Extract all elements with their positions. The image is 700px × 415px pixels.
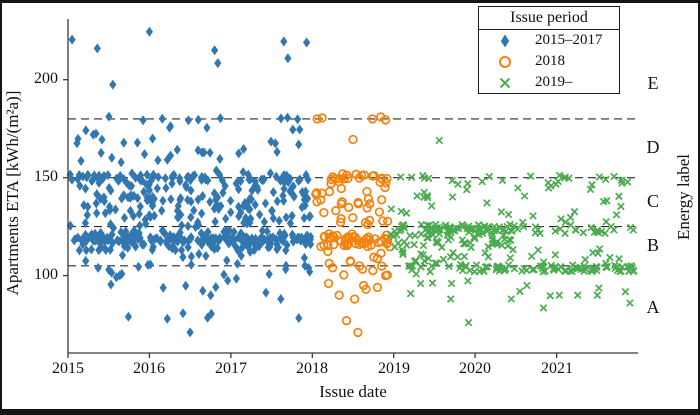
xtick-2015: 2015 (52, 360, 84, 377)
legend-separator (479, 29, 619, 30)
energy-label-D: D (646, 137, 660, 157)
legend-title: Issue period (510, 9, 588, 26)
right-axis-label: Energy label (674, 153, 693, 241)
axes-spines (67, 19, 638, 354)
energy-label-C: C (646, 191, 659, 211)
diamond-marker-icon (500, 34, 510, 47)
legend-label: 2015–2017 (535, 32, 603, 48)
series-2019– (386, 136, 638, 327)
xtick-2017: 2017 (215, 360, 247, 377)
x-marker-icon (499, 77, 511, 88)
legend-label: 2018 (535, 53, 565, 69)
legend-entry-2018: 2018 (479, 51, 619, 72)
legend-entry-2019: 2019– (479, 72, 619, 93)
legend-label: 2019– (535, 74, 573, 90)
xtick-2021: 2021 (541, 360, 573, 377)
window-border-right (698, 0, 700, 415)
x-axis-label: Issue date (319, 382, 387, 401)
energy-label-A: A (646, 297, 660, 317)
legend-entry-2015-2017: 2015–2017 (479, 30, 619, 51)
window-border-bottom (0, 409, 700, 415)
ytick-150: 150 (34, 168, 58, 185)
window-border-top (0, 0, 700, 3)
ytick-200: 200 (34, 70, 58, 87)
circle-marker-icon (499, 55, 511, 68)
xtick-2016: 2016 (133, 360, 165, 377)
xtick-2018: 2018 (296, 360, 328, 377)
energy-label-B: B (646, 235, 659, 255)
series-2015–2017 (66, 26, 315, 338)
xtick-2020: 2020 (459, 360, 491, 377)
series-2018 (311, 112, 395, 338)
tick-marks (63, 79, 558, 358)
window-border-left (0, 0, 2, 415)
xtick-2019: 2019 (378, 360, 410, 377)
energy-label-E: E (647, 73, 659, 93)
ytick-100: 100 (34, 266, 58, 283)
y-axis-label: Apartments ETA [kWh/(m²a)] (3, 90, 22, 296)
legend-box: Issue period 2015–2017 2018 2019– (478, 6, 620, 94)
